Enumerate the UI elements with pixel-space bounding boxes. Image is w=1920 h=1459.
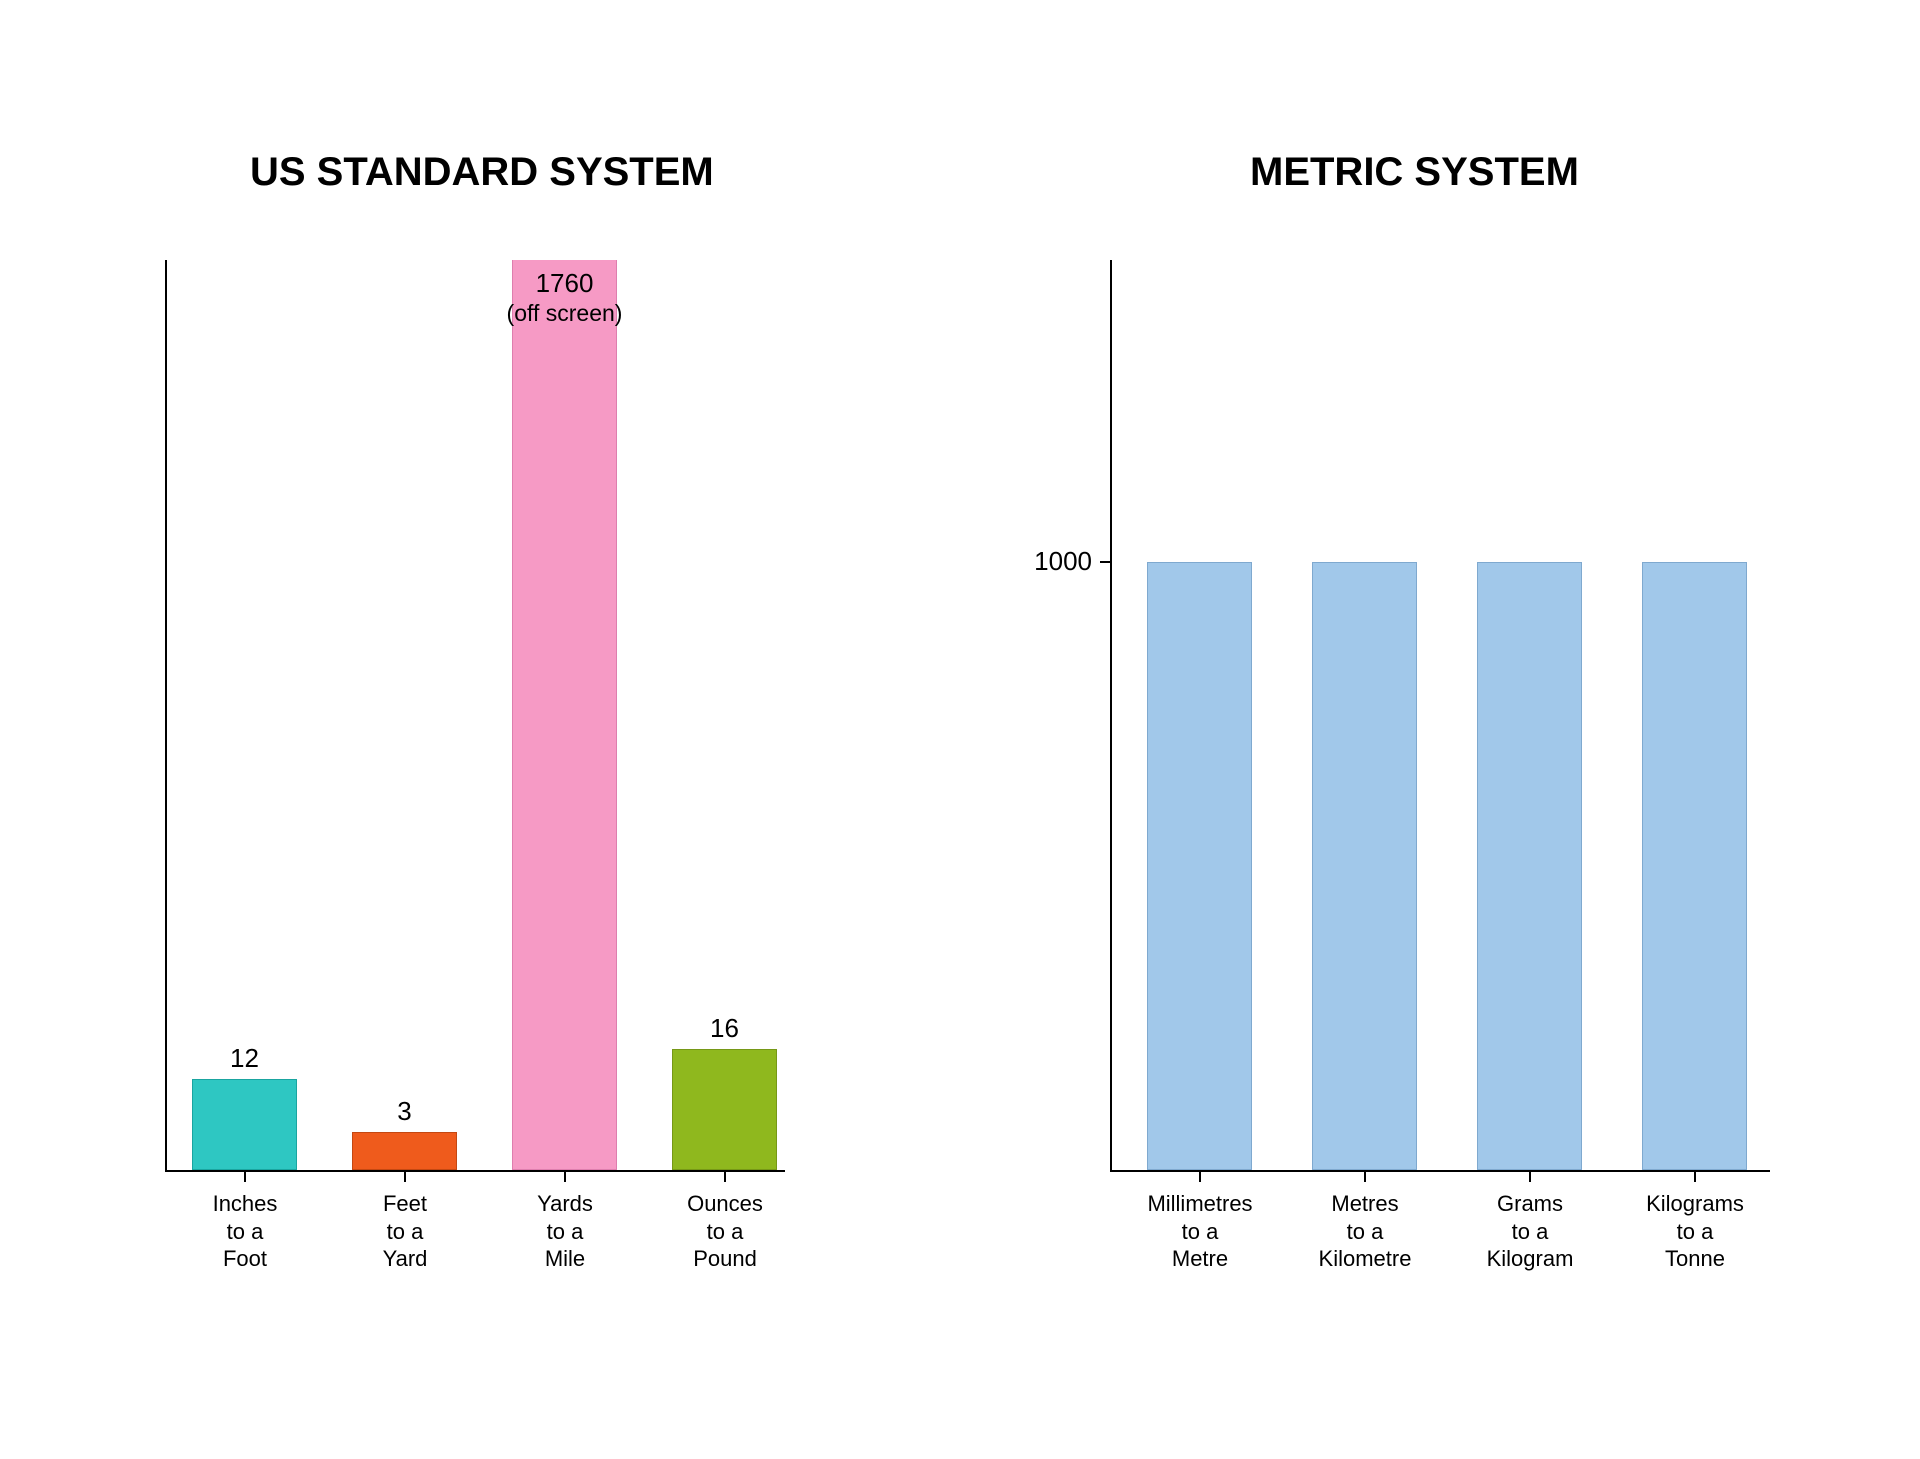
cat-line: to a <box>1512 1219 1549 1244</box>
cat-line: to a <box>707 1219 744 1244</box>
cat-line: Metres <box>1331 1191 1398 1216</box>
cat-label-m-to-km: Metres to a Kilometre <box>1285 1190 1445 1273</box>
bar-inches-to-foot <box>192 1079 297 1170</box>
right-x-axis <box>1110 1170 1770 1172</box>
xtick-yards-to-mile <box>564 1172 566 1182</box>
xtick-feet-to-yard <box>404 1172 406 1182</box>
cat-line: Inches <box>213 1191 278 1216</box>
right-chart-title: METRIC SYSTEM <box>1250 150 1579 195</box>
ytick-label-1000: 1000 <box>1000 546 1092 577</box>
bar-m-to-km <box>1312 562 1417 1170</box>
cat-line: Metre <box>1172 1246 1228 1271</box>
xtick-mm-to-metre <box>1199 1172 1201 1182</box>
cat-label-g-to-kg: Grams to a Kilogram <box>1450 1190 1610 1273</box>
left-x-axis <box>165 1170 785 1172</box>
xtick-m-to-km <box>1364 1172 1366 1182</box>
cat-line: Kilometre <box>1319 1246 1412 1271</box>
chart-canvas: US STANDARD SYSTEM 12 Inches to a Foot 3… <box>0 0 1920 1459</box>
cat-line: Feet <box>383 1191 427 1216</box>
bar-label-inches-to-foot: 12 <box>192 1043 297 1074</box>
left-chart-title: US STANDARD SYSTEM <box>250 150 714 195</box>
cat-line: Ounces <box>687 1191 763 1216</box>
bar-ounces-to-pound <box>672 1049 777 1170</box>
cat-line: Mile <box>545 1246 585 1271</box>
bar-yards-to-mile <box>512 260 617 1170</box>
bar-g-to-kg <box>1477 562 1582 1170</box>
xtick-inches-to-foot <box>244 1172 246 1182</box>
bar-sublabel-yards-to-mile: (off screen) <box>482 300 647 327</box>
cat-label-ounces-to-pound: Ounces to a Pound <box>650 1190 800 1273</box>
xtick-kg-to-tonne <box>1694 1172 1696 1182</box>
cat-label-feet-to-yard: Feet to a Yard <box>330 1190 480 1273</box>
right-y-axis <box>1110 260 1112 1172</box>
cat-line: Tonne <box>1665 1246 1725 1271</box>
cat-line: Yards <box>537 1191 593 1216</box>
cat-label-mm-to-metre: Millimetres to a Metre <box>1115 1190 1285 1273</box>
bar-mm-to-metre <box>1147 562 1252 1170</box>
cat-line: to a <box>1182 1219 1219 1244</box>
bar-kg-to-tonne <box>1642 562 1747 1170</box>
xtick-g-to-kg <box>1529 1172 1531 1182</box>
bar-feet-to-yard <box>352 1132 457 1170</box>
cat-line: to a <box>227 1219 264 1244</box>
cat-line: Kilogram <box>1487 1246 1574 1271</box>
cat-label-inches-to-foot: Inches to a Foot <box>170 1190 320 1273</box>
cat-line: Pound <box>693 1246 757 1271</box>
cat-line: to a <box>547 1219 584 1244</box>
bar-label-ounces-to-pound: 16 <box>672 1013 777 1044</box>
cat-line: to a <box>1347 1219 1384 1244</box>
xtick-ounces-to-pound <box>724 1172 726 1182</box>
bar-label-feet-to-yard: 3 <box>352 1096 457 1127</box>
cat-line: Foot <box>223 1246 267 1271</box>
cat-line: Millimetres <box>1147 1191 1252 1216</box>
cat-line: Kilograms <box>1646 1191 1744 1216</box>
cat-label-kg-to-tonne: Kilograms to a Tonne <box>1615 1190 1775 1273</box>
bar-label-yards-to-mile: 1760 <box>512 268 617 299</box>
ytick-1000 <box>1100 561 1110 563</box>
cat-line: Yard <box>383 1246 428 1271</box>
left-y-axis <box>165 260 167 1172</box>
cat-line: to a <box>387 1219 424 1244</box>
cat-line: Grams <box>1497 1191 1563 1216</box>
cat-line: to a <box>1677 1219 1714 1244</box>
cat-label-yards-to-mile: Yards to a Mile <box>490 1190 640 1273</box>
